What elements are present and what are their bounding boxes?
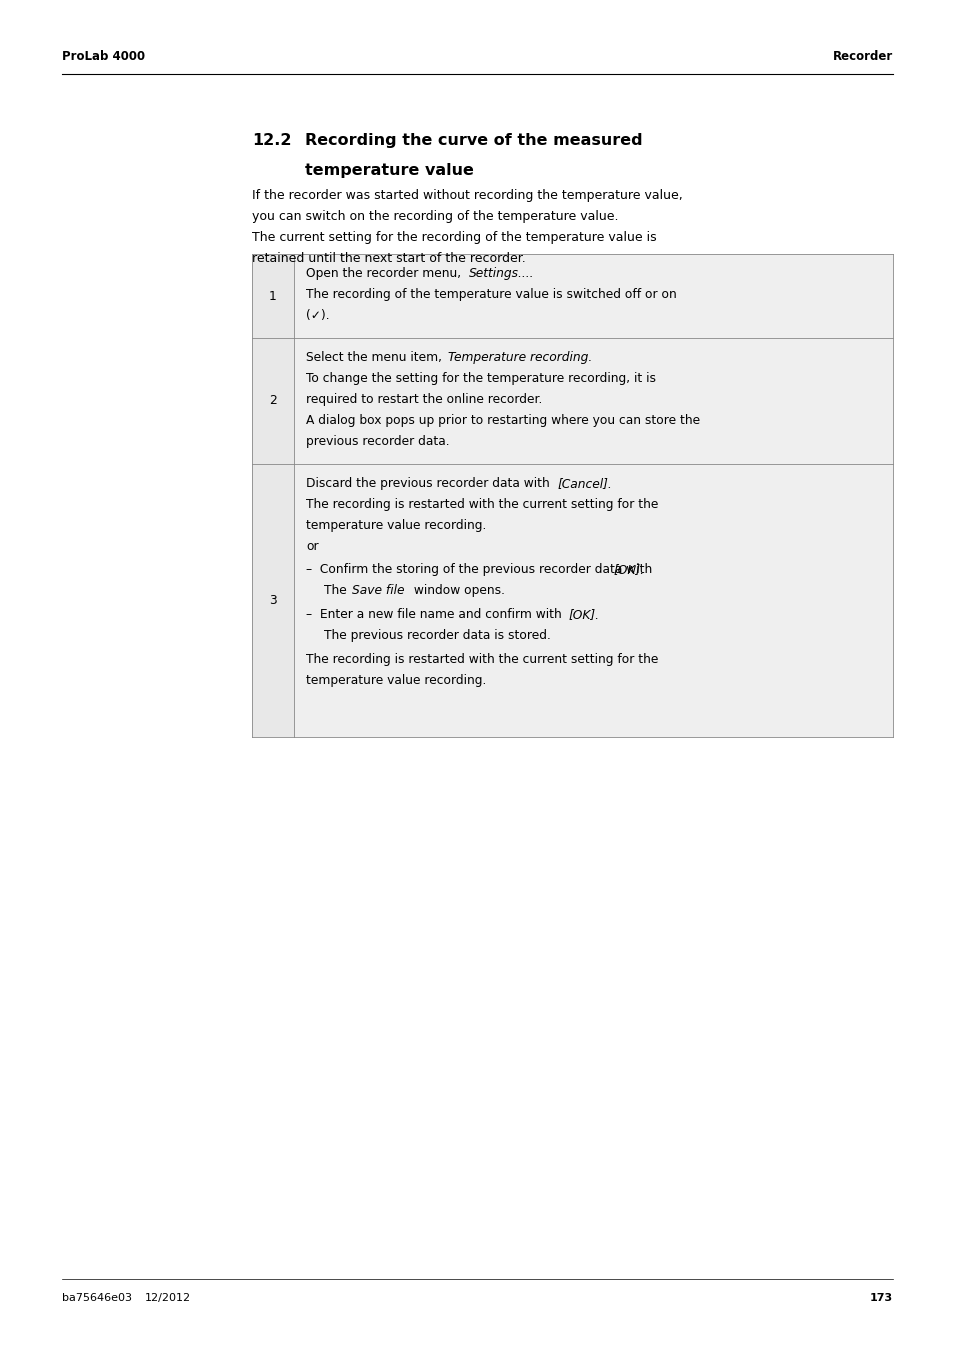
Text: Settings....: Settings.... [469, 267, 534, 280]
Text: you can switch on the recording of the temperature value.: you can switch on the recording of the t… [252, 209, 618, 223]
Text: Discard the previous recorder data with: Discard the previous recorder data with [306, 477, 553, 490]
Text: The previous recorder data is stored.: The previous recorder data is stored. [324, 630, 550, 642]
Text: [OK].: [OK]. [568, 608, 599, 621]
Text: –  Confirm the storing of the previous recorder data with: – Confirm the storing of the previous re… [306, 563, 656, 576]
Text: The: The [324, 584, 351, 597]
Text: Recording the curve of the measured: Recording the curve of the measured [305, 132, 642, 149]
Text: The recording is restarted with the current setting for the: The recording is restarted with the curr… [306, 654, 658, 666]
Text: window opens.: window opens. [409, 584, 504, 597]
Text: Open the recorder menu,: Open the recorder menu, [306, 267, 464, 280]
Text: 3: 3 [269, 594, 276, 607]
Text: temperature value recording.: temperature value recording. [306, 674, 486, 688]
Text: 173: 173 [869, 1293, 892, 1302]
Text: –  Enter a new file name and confirm with: – Enter a new file name and confirm with [306, 608, 565, 621]
Text: 2: 2 [269, 394, 276, 408]
Bar [252, 463, 294, 738]
Text: retained until the next start of the recorder.: retained until the next start of the rec… [252, 253, 525, 265]
Text: Save file: Save file [351, 584, 403, 597]
Bar [294, 463, 892, 738]
Text: temperature value: temperature value [305, 163, 474, 178]
Text: The recording is restarted with the current setting for the: The recording is restarted with the curr… [306, 499, 658, 511]
Text: temperature value recording.: temperature value recording. [306, 519, 486, 532]
Text: 12.2: 12.2 [252, 132, 292, 149]
Text: [OK].: [OK]. [614, 563, 644, 576]
Text: The current setting for the recording of the temperature value is: The current setting for the recording of… [252, 231, 656, 245]
Text: 1: 1 [269, 289, 276, 303]
Text: ProLab 4000: ProLab 4000 [62, 50, 145, 63]
Bar [294, 338, 892, 463]
Text: Recorder: Recorder [832, 50, 892, 63]
Bar [252, 338, 294, 463]
Text: previous recorder data.: previous recorder data. [306, 435, 449, 449]
Text: Temperature recording.: Temperature recording. [448, 351, 592, 363]
Text: (✓).: (✓). [306, 309, 330, 322]
Text: Select the menu item,: Select the menu item, [306, 351, 445, 363]
Text: required to restart the online recorder.: required to restart the online recorder. [306, 393, 542, 407]
Text: ba75646e03: ba75646e03 [62, 1293, 132, 1302]
Text: or: or [306, 540, 318, 553]
Text: 12/2012: 12/2012 [145, 1293, 191, 1302]
Bar [294, 254, 892, 338]
Text: The recording of the temperature value is switched off or on: The recording of the temperature value i… [306, 288, 676, 301]
Bar [252, 254, 294, 338]
Text: [Cancel].: [Cancel]. [558, 477, 612, 490]
Text: A dialog box pops up prior to restarting where you can store the: A dialog box pops up prior to restarting… [306, 413, 700, 427]
Text: To change the setting for the temperature recording, it is: To change the setting for the temperatur… [306, 372, 656, 385]
Text: If the recorder was started without recording the temperature value,: If the recorder was started without reco… [252, 189, 682, 203]
